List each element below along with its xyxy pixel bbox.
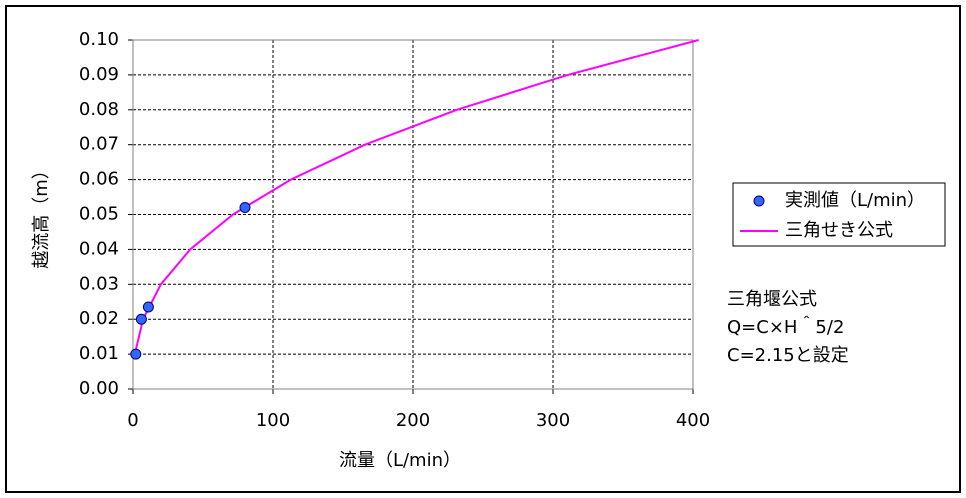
- data-point: [239, 202, 251, 214]
- legend-label: 実測値（L/min）: [785, 190, 925, 211]
- x-axis-label: 流量（L/min）: [339, 450, 461, 471]
- x-tick-label: 100: [256, 410, 290, 431]
- y-tick-label: 0.03: [79, 273, 119, 294]
- y-tick-label: 0.08: [79, 99, 119, 120]
- y-tick-label: 0.01: [79, 343, 119, 364]
- x-tick-label: 300: [536, 410, 570, 431]
- x-tick-label: 0: [127, 410, 138, 431]
- annotation: Q=C×H＾5/2: [727, 315, 844, 338]
- y-tick-label: 0.04: [79, 238, 119, 259]
- y-tick-label: 0.02: [79, 308, 119, 329]
- legend-box: [732, 182, 946, 247]
- legend-marker: [753, 195, 765, 207]
- data-point: [130, 348, 142, 360]
- series-line: [133, 39, 699, 355]
- y-tick-label: 0.10: [79, 29, 119, 50]
- y-tick-label: 0.07: [79, 134, 119, 155]
- x-tick-label: 400: [676, 410, 710, 431]
- y-tick-label: 0.09: [79, 64, 119, 85]
- annotation: C=2.15と設定: [727, 345, 849, 366]
- annotation: 三角堰公式: [727, 289, 817, 310]
- data-point: [135, 313, 147, 325]
- y-tick-label: 0.06: [79, 169, 119, 190]
- plot-border: [132, 39, 694, 390]
- x-tick-label: 200: [396, 410, 430, 431]
- y-axis-label: 越流高（m）: [31, 161, 52, 269]
- y-tick-label: 0.05: [79, 204, 119, 225]
- y-tick-label: 0.00: [79, 378, 119, 399]
- data-point: [142, 301, 154, 313]
- legend-label: 三角せき公式: [785, 220, 893, 241]
